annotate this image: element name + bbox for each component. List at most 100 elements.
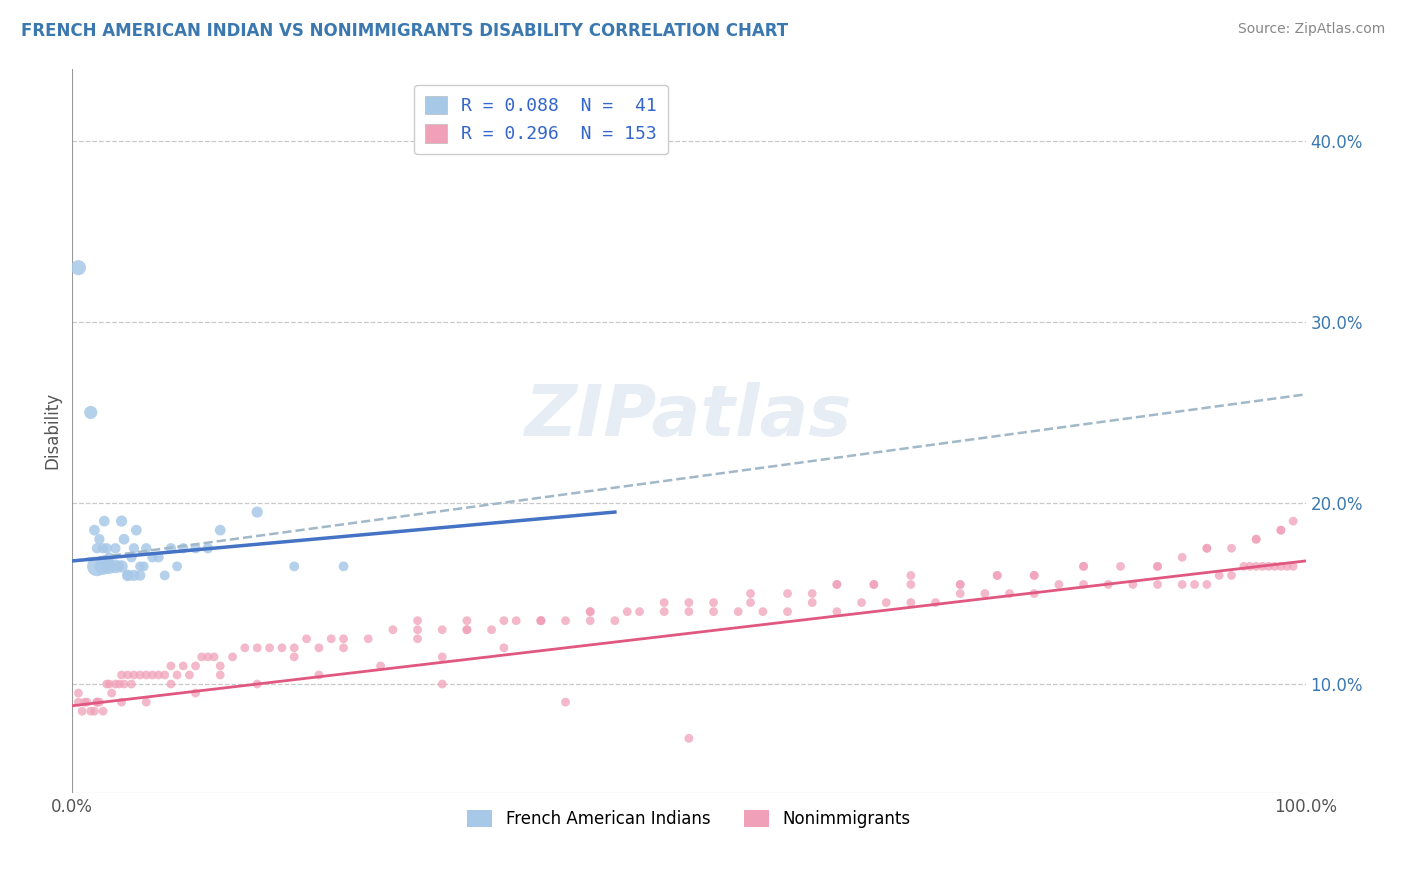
Point — [153, 668, 176, 682]
Point — [1251, 559, 1274, 574]
Point — [1270, 523, 1292, 537]
Point — [1220, 568, 1243, 582]
Point — [1195, 541, 1218, 556]
Point — [110, 695, 132, 709]
Point — [1109, 559, 1132, 574]
Point — [530, 614, 553, 628]
Point — [221, 649, 243, 664]
Point — [481, 623, 503, 637]
Point — [141, 668, 163, 682]
Point — [1146, 559, 1168, 574]
Point — [432, 649, 454, 664]
Point — [67, 260, 90, 275]
Point — [70, 704, 93, 718]
Point — [432, 677, 454, 691]
Point — [83, 523, 105, 537]
Point — [370, 659, 392, 673]
Point — [96, 677, 118, 691]
Point — [456, 623, 478, 637]
Point — [986, 568, 1008, 582]
Point — [678, 596, 700, 610]
Point — [702, 605, 724, 619]
Point — [190, 649, 212, 664]
Point — [332, 559, 354, 574]
Point — [100, 559, 122, 574]
Point — [129, 559, 152, 574]
Point — [76, 695, 98, 709]
Point — [986, 568, 1008, 582]
Point — [1122, 577, 1144, 591]
Point — [184, 541, 207, 556]
Point — [80, 405, 103, 419]
Point — [308, 640, 330, 655]
Point — [129, 668, 152, 682]
Point — [603, 614, 626, 628]
Legend: French American Indians, Nonimmigrants: French American Indians, Nonimmigrants — [461, 804, 917, 835]
Point — [209, 523, 232, 537]
Point — [357, 632, 380, 646]
Point — [321, 632, 343, 646]
Point — [98, 550, 121, 565]
Point — [900, 577, 922, 591]
Point — [554, 614, 576, 628]
Point — [1184, 577, 1206, 591]
Point — [924, 596, 946, 610]
Point — [295, 632, 318, 646]
Point — [1220, 541, 1243, 556]
Point — [579, 605, 602, 619]
Point — [86, 695, 108, 709]
Point — [246, 640, 269, 655]
Point — [1195, 577, 1218, 591]
Point — [825, 605, 848, 619]
Point — [973, 586, 995, 600]
Point — [652, 605, 675, 619]
Point — [160, 659, 183, 673]
Point — [259, 640, 281, 655]
Point — [949, 577, 972, 591]
Point — [530, 614, 553, 628]
Point — [1195, 541, 1218, 556]
Point — [740, 596, 762, 610]
Point — [678, 605, 700, 619]
Point — [1244, 559, 1267, 574]
Point — [120, 550, 142, 565]
Point — [86, 559, 108, 574]
Point — [135, 541, 157, 556]
Point — [96, 541, 118, 556]
Point — [110, 559, 132, 574]
Point — [1264, 559, 1286, 574]
Point — [160, 677, 183, 691]
Point — [825, 577, 848, 591]
Y-axis label: Disability: Disability — [44, 392, 60, 469]
Point — [108, 559, 131, 574]
Point — [727, 605, 749, 619]
Point — [863, 577, 886, 591]
Point — [875, 596, 897, 610]
Point — [172, 659, 194, 673]
Point — [1282, 514, 1305, 528]
Point — [776, 605, 799, 619]
Point — [1244, 532, 1267, 546]
Point — [456, 614, 478, 628]
Point — [283, 640, 305, 655]
Point — [233, 640, 256, 655]
Point — [104, 559, 127, 574]
Point — [117, 668, 139, 682]
Point — [1275, 559, 1298, 574]
Point — [1097, 577, 1119, 591]
Point — [1073, 577, 1095, 591]
Point — [1024, 568, 1046, 582]
Point — [98, 559, 121, 574]
Point — [1233, 559, 1256, 574]
Point — [122, 668, 145, 682]
Point — [406, 632, 429, 646]
Point — [406, 614, 429, 628]
Point — [86, 541, 108, 556]
Point — [122, 568, 145, 582]
Point — [825, 577, 848, 591]
Point — [91, 541, 114, 556]
Point — [160, 541, 183, 556]
Point — [505, 614, 527, 628]
Point — [579, 605, 602, 619]
Point — [1024, 568, 1046, 582]
